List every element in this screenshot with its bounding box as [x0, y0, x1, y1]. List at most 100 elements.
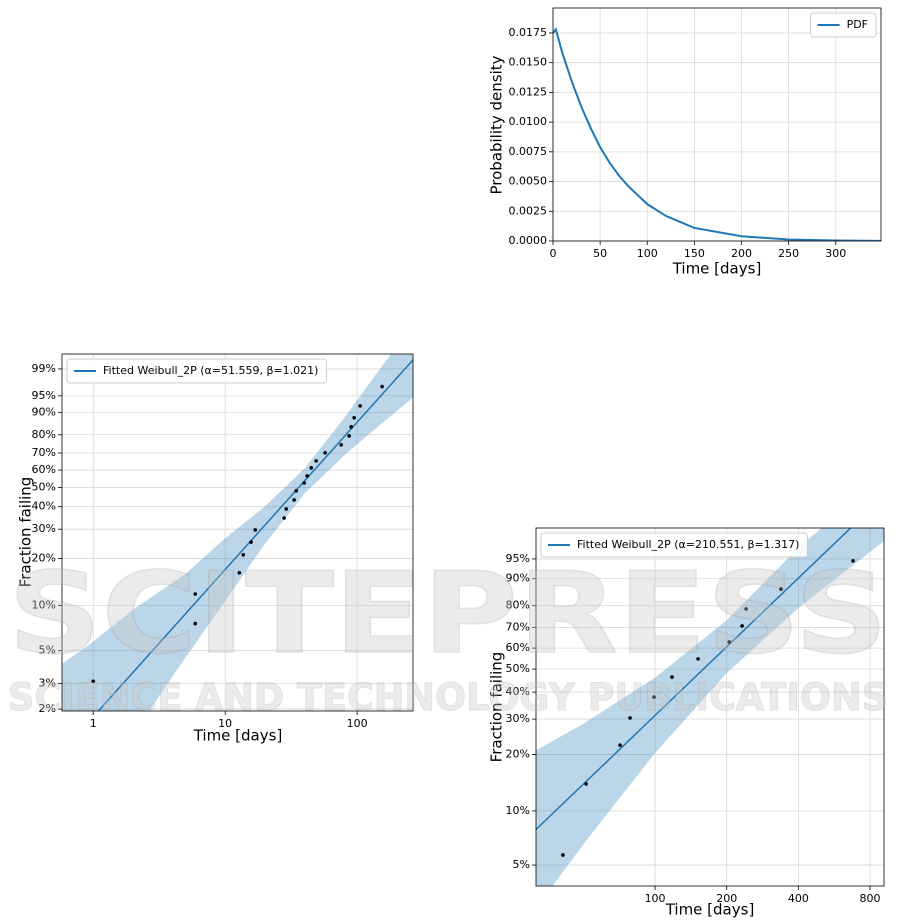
y-tick-label: 95%: [506, 552, 530, 565]
y-tick-label: 0.0175: [509, 26, 548, 39]
axes-frame: [535, 527, 885, 887]
data-point: [292, 498, 296, 502]
data-point: [282, 516, 286, 520]
data-point: [323, 450, 327, 455]
y-tick-label: 50%: [506, 662, 530, 675]
y-tick-label: 5%: [39, 644, 56, 657]
y-tick-label: 10%: [32, 599, 56, 612]
legend-label: PDF: [847, 18, 868, 31]
y-tick-label: 2%: [39, 702, 56, 715]
x-tick-label: 100: [637, 247, 658, 260]
x-axis-label: Time [days]: [672, 260, 762, 278]
watermark-title: SCITEPRESS: [8, 549, 888, 679]
x-tick-label: 150: [684, 247, 705, 260]
data-point: [727, 640, 731, 644]
y-tick-label: 0.0150: [509, 56, 548, 69]
x-tick-label: 50: [593, 247, 607, 260]
y-axis-label: Fraction failing: [17, 477, 35, 588]
x-tick-label: 250: [778, 247, 799, 260]
data-point: [584, 782, 588, 786]
data-point: [249, 540, 253, 544]
data-point: [670, 675, 674, 679]
x-tick-label: 1: [90, 717, 97, 730]
x-tick-label: 300: [825, 247, 846, 260]
x-tick-label: 100: [645, 892, 666, 905]
watermark-subtitle: SCIENCE AND TECHNOLOGY PUBLICATIONS: [8, 676, 888, 719]
line: [98, 359, 413, 711]
legend-frame: [66, 358, 327, 384]
y-tick-label: 20%: [32, 552, 56, 565]
data-point: [284, 507, 289, 511]
data-point: [561, 853, 565, 857]
y-tick-label: 5%: [513, 858, 530, 871]
y-tick-label: 90%: [32, 405, 56, 418]
data-point: [779, 587, 783, 591]
legend-frame: [540, 532, 808, 558]
y-tick-label: 60%: [506, 641, 530, 654]
data-point: [305, 474, 309, 478]
y-tick-label: 3%: [39, 676, 56, 689]
plot-area: [553, 27, 881, 241]
data-point: [349, 425, 353, 429]
legend-label: Fitted Weibull_2P (α=210.551, β=1.317): [577, 538, 799, 551]
y-tick-label: 0.0000: [509, 234, 548, 247]
x-tick-label: 100: [347, 717, 368, 730]
data-point: [294, 489, 298, 493]
y-tick-label: 0.0100: [509, 115, 548, 128]
data-point: [352, 415, 356, 420]
x-axis-label: Time [days]: [665, 901, 755, 919]
y-tick-label: 80%: [506, 599, 530, 612]
data-point: [696, 657, 700, 661]
data-point: [193, 621, 198, 626]
y-tick-label: 90%: [506, 572, 530, 585]
axes-frame: [552, 7, 882, 242]
data-point: [851, 559, 855, 563]
x-tick-label: 800: [860, 892, 881, 905]
confidence-band: [62, 354, 413, 711]
y-tick-label: 70%: [32, 446, 56, 459]
x-tick-label: 400: [788, 892, 809, 905]
y-tick-label: 0.0125: [509, 85, 548, 98]
legend-label: Fitted Weibull_2P (α=51.559, β=1.021): [103, 364, 318, 377]
legend-frame: [810, 12, 877, 38]
y-tick-label: 80%: [32, 428, 56, 441]
legend: Fitted Weibull_2P (α=210.551, β=1.317): [540, 532, 808, 558]
y-tick-label: 40%: [506, 685, 530, 698]
y-tick-label: 10%: [506, 804, 530, 817]
y-tick-label: 50%: [32, 481, 56, 494]
y-tick-label: 20%: [506, 747, 530, 760]
data-point: [744, 607, 748, 611]
y-tick-label: 99%: [32, 362, 56, 375]
y-tick-label: 70%: [506, 621, 530, 634]
legend: Fitted Weibull_2P (α=51.559, β=1.021): [66, 358, 327, 384]
x-tick-label: 10: [218, 717, 232, 730]
data-point: [628, 716, 632, 720]
y-tick-label: 0.0025: [509, 204, 548, 217]
chart-1: 1 10 100 2% 3% 5% 10% 20% 30% 40% 50% 60% 70% 80% 90% 9…: [17, 353, 414, 745]
plot-area: [62, 354, 413, 711]
data-point: [380, 384, 384, 389]
axes-frame: [61, 353, 414, 712]
data-point: [652, 695, 656, 699]
data-point: [314, 459, 318, 463]
data-point: [740, 624, 744, 628]
legend: PDF: [810, 12, 877, 38]
data-point: [193, 592, 198, 596]
data-point: [241, 553, 246, 557]
x-axis-label: Time [days]: [193, 727, 283, 745]
data-point: [91, 679, 96, 684]
x-tick-label: 200: [731, 247, 752, 260]
data-point: [302, 481, 307, 485]
data-point: [618, 743, 622, 747]
data-point: [253, 528, 258, 532]
y-axis-label: Probability density: [488, 55, 506, 194]
y-tick-label: 95%: [32, 389, 56, 402]
y-tick-label: 0.0075: [509, 145, 548, 158]
y-tick-label: 60%: [32, 463, 56, 476]
y-tick-label: 30%: [506, 712, 530, 725]
y-tick-label: 30%: [32, 522, 56, 535]
data-point: [339, 443, 343, 447]
data-point: [358, 404, 362, 408]
